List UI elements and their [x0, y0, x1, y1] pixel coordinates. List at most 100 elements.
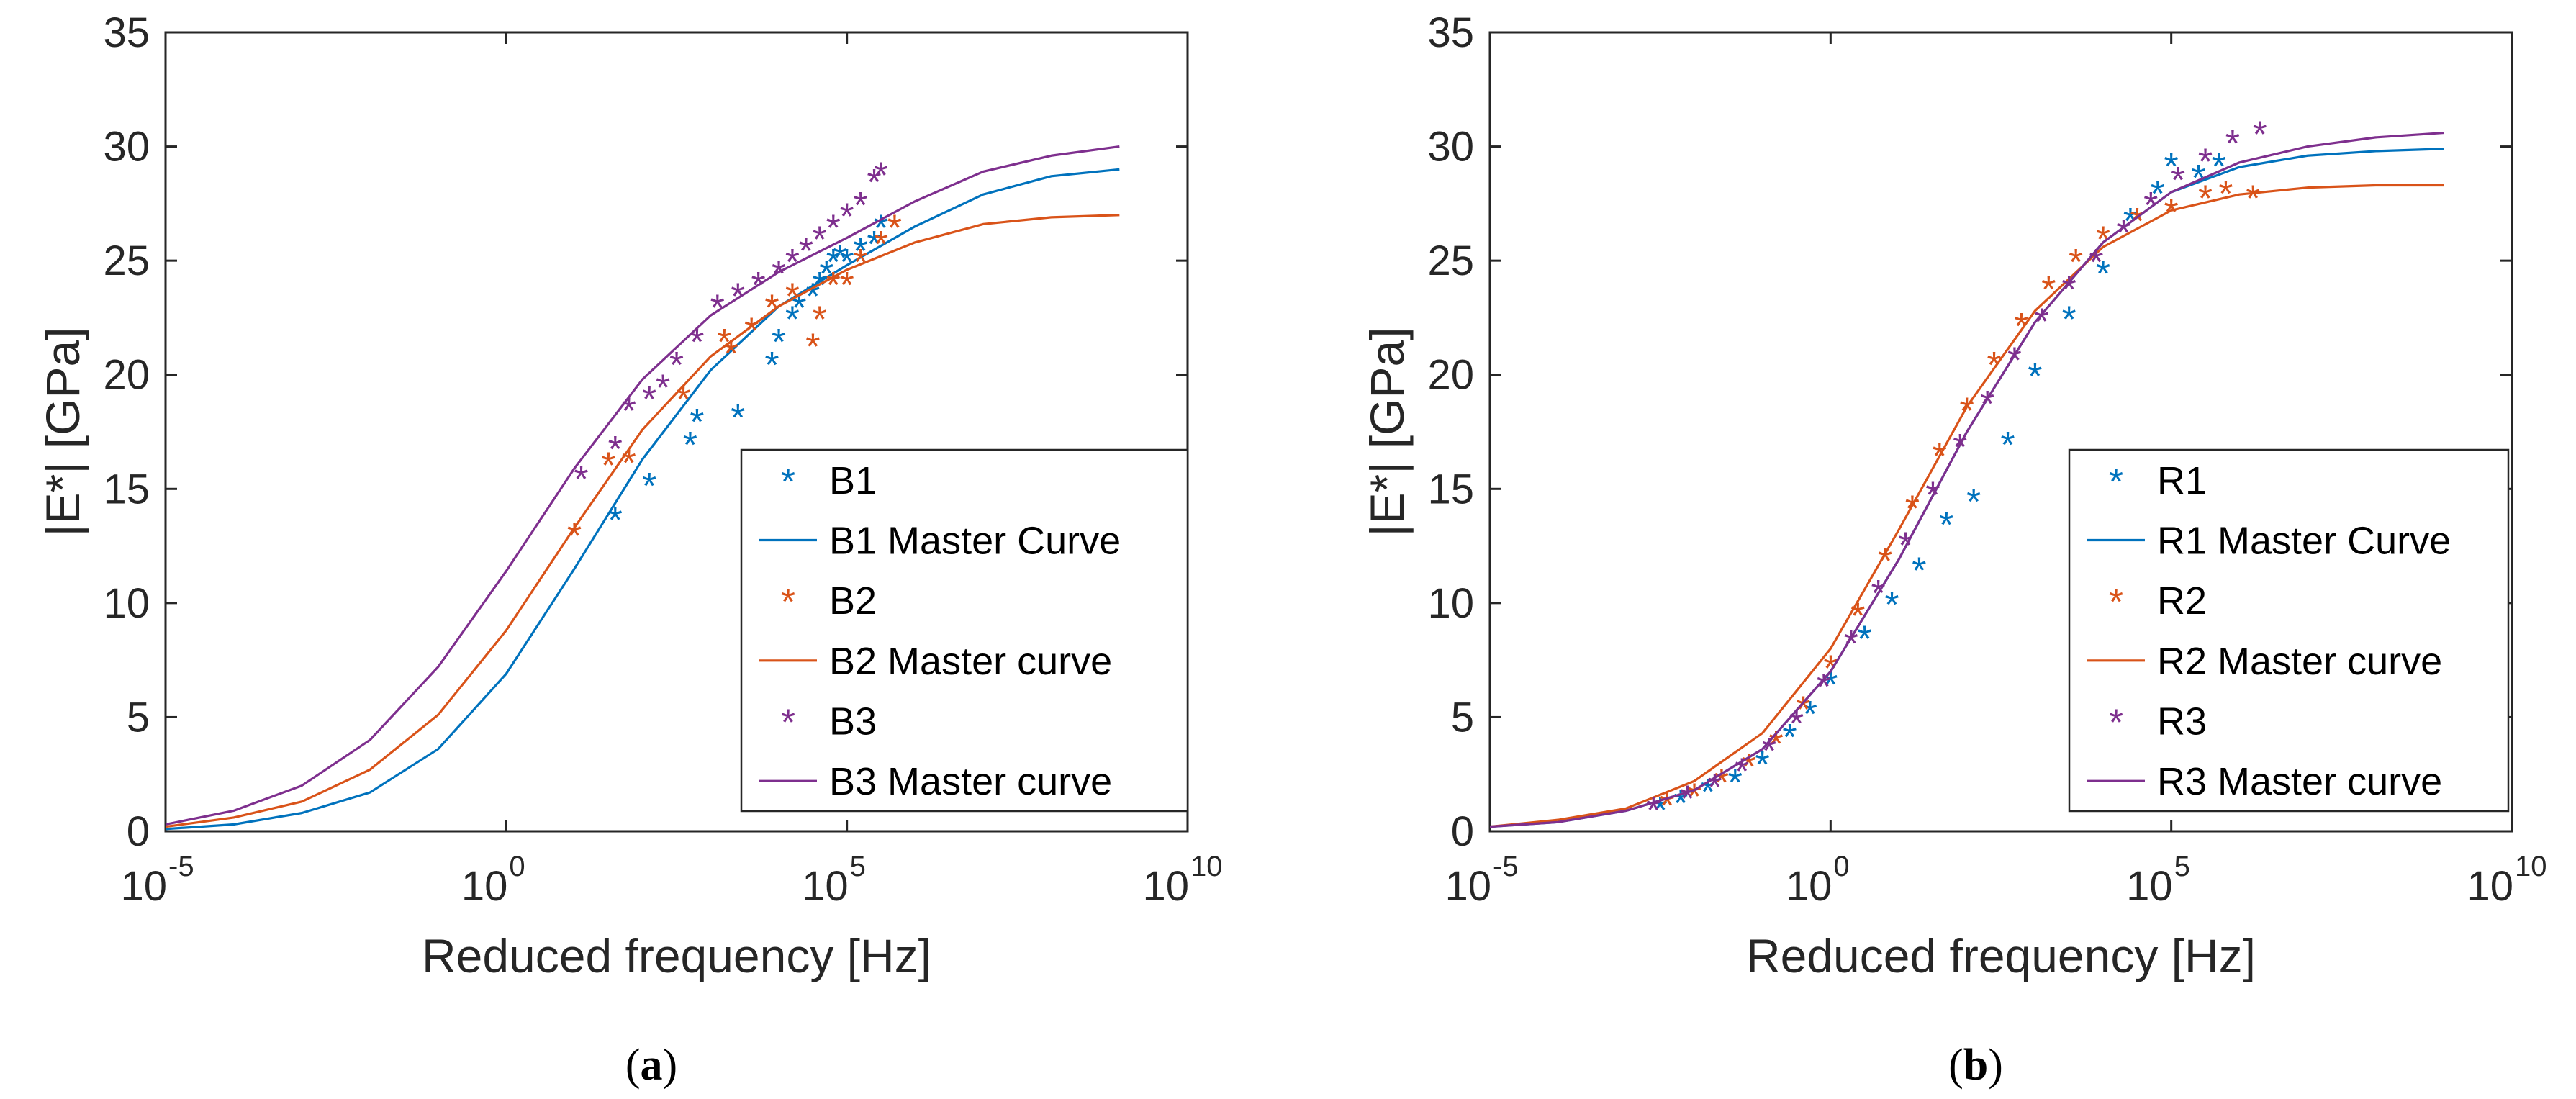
data-point-r1: *: [2212, 146, 2226, 188]
x-tick-label-base: 10: [802, 863, 849, 910]
data-point-r3: *: [1735, 751, 1749, 792]
plot-area-frame: [1488, 31, 2513, 833]
data-point-b3: *: [772, 253, 786, 295]
data-point-b2: *: [601, 445, 615, 487]
data-point-b1: *: [683, 425, 697, 466]
x-tick-label-exponent: 10: [2515, 851, 2547, 882]
data-point-r3: *: [2253, 114, 2267, 156]
data-point-r1: *: [1701, 772, 1715, 813]
data-point-r1: *: [1912, 550, 1926, 592]
panel-caption-open-paren: (: [625, 1041, 641, 1090]
x-tick-label: 10 10: [1142, 851, 1222, 910]
data-point-r2: *: [2164, 191, 2179, 233]
data-point-r3: *: [2171, 160, 2185, 202]
legend-entry-label: B3 Master curve: [829, 760, 1112, 803]
legend-entry-label: B3: [829, 700, 877, 743]
legend-marker-swatch: *: [781, 702, 795, 744]
plot-series-layer: ****************************************…: [166, 145, 1120, 831]
x-tick-label-base: 10: [461, 863, 508, 910]
data-point-r2: *: [1987, 345, 2001, 386]
series-line-b3-master-curve: [166, 145, 1120, 826]
data-point-r1: *: [1755, 744, 1770, 786]
x-tick-label: 10 5: [2126, 851, 2190, 910]
legend-box: [2068, 448, 2510, 813]
data-point-b3: *: [853, 185, 867, 227]
legend-marker-swatch: *: [2109, 582, 2123, 623]
data-point-r2: *: [1687, 776, 1701, 818]
data-point-r1: *: [1858, 618, 1872, 660]
data-point-b2: *: [840, 265, 854, 307]
legend-entry-label: R1: [2157, 459, 2207, 502]
y-tick-label: 0: [1451, 808, 1474, 855]
data-point-b2: *: [724, 333, 738, 375]
data-point-r3: *: [2116, 212, 2130, 254]
data-point-b2: *: [887, 208, 902, 250]
legend: * R1 R1 Master Curve * R2 R2 Master curve * R3 R…: [2068, 448, 2510, 813]
series-line-b1-master-curve: [166, 168, 1120, 831]
legend-entry-label: R2: [2157, 579, 2207, 623]
x-tick-label-exponent: 10: [1190, 851, 1223, 882]
x-tick-label-exponent: 5: [2174, 851, 2190, 882]
data-point-b2: *: [805, 326, 820, 368]
data-point-b1: *: [642, 466, 656, 507]
data-point-r2: *: [2198, 178, 2213, 220]
x-tick-label-base: 10: [2467, 863, 2513, 910]
y-tick-label: 0: [127, 808, 150, 855]
legend-entry-label: R3: [2157, 700, 2207, 743]
data-point-r2: *: [2069, 242, 2083, 284]
y-tick-label: 35: [103, 9, 150, 56]
data-point-b3: *: [669, 345, 684, 386]
y-tick-label: 10: [103, 580, 150, 627]
y-tick-label: 5: [127, 694, 150, 741]
x-tick-label-exponent: 5: [850, 851, 866, 882]
data-point-b3: *: [608, 429, 623, 471]
y-tick-label: 5: [1451, 694, 1474, 741]
data-point-r2: *: [2246, 178, 2260, 220]
data-point-r2: *: [1768, 723, 1783, 765]
x-axis-label: Reduced frequency [Hz]: [422, 929, 931, 982]
data-point-b1: *: [785, 299, 800, 340]
x-tick-label: 10 10: [2467, 851, 2546, 910]
data-point-r3: *: [2089, 242, 2103, 284]
data-point-r2: *: [2218, 173, 2233, 215]
data-point-r1: *: [1782, 717, 1797, 759]
panel-caption-close-paren: ): [663, 1041, 678, 1090]
data-point-b3: *: [867, 162, 881, 204]
data-point-r1: *: [1966, 481, 1981, 523]
data-point-b3: *: [840, 196, 854, 238]
series-line-r2-master-curve: [1490, 184, 2444, 828]
x-tick-label-base: 10: [2126, 863, 2173, 910]
data-point-r3: *: [1817, 666, 1831, 708]
legend-marker-swatch: *: [2109, 461, 2123, 503]
plot-series-layer: ****************************************…: [1490, 114, 2444, 831]
x-tick-label: 10 -5: [120, 851, 194, 910]
data-point-b1: *: [764, 345, 779, 386]
legend-box: [740, 448, 1189, 813]
data-point-b1: *: [772, 322, 786, 363]
data-point-b3: *: [574, 458, 588, 500]
x-tick-label: 10 0: [1786, 851, 1850, 910]
x-tick-label-exponent: 0: [1833, 851, 1849, 882]
data-point-b3: *: [710, 288, 725, 330]
y-axis-label: |E*| [GPa]: [1360, 327, 1414, 536]
data-point-r1: *: [2062, 299, 2076, 340]
y-tick-label: 15: [1427, 466, 1474, 512]
series-line-r3-master-curve: [1490, 131, 2444, 828]
data-point-r2: *: [1823, 648, 1838, 690]
legend-entry-label: B1 Master Curve: [829, 520, 1121, 563]
data-point-r1: *: [2000, 425, 2015, 466]
x-tick-label-base: 10: [120, 863, 167, 910]
data-point-b3: *: [874, 155, 888, 197]
data-point-r2: *: [1660, 785, 1674, 827]
y-tick-label: 30: [103, 124, 150, 171]
legend-marker-swatch: *: [2109, 702, 2123, 744]
data-point-r3: *: [2198, 142, 2213, 184]
data-point-r2: *: [2130, 201, 2144, 243]
data-point-b2: *: [826, 265, 841, 307]
legend: * B1 B1 Master Curve * B2 B2 Master curve * B3 B…: [740, 448, 1189, 813]
data-point-b2: *: [744, 310, 759, 352]
y-tick-label: 20: [1427, 352, 1474, 399]
y-tick-label: 25: [103, 238, 150, 284]
data-point-r3: *: [1646, 790, 1660, 831]
data-point-b1: *: [867, 224, 881, 266]
